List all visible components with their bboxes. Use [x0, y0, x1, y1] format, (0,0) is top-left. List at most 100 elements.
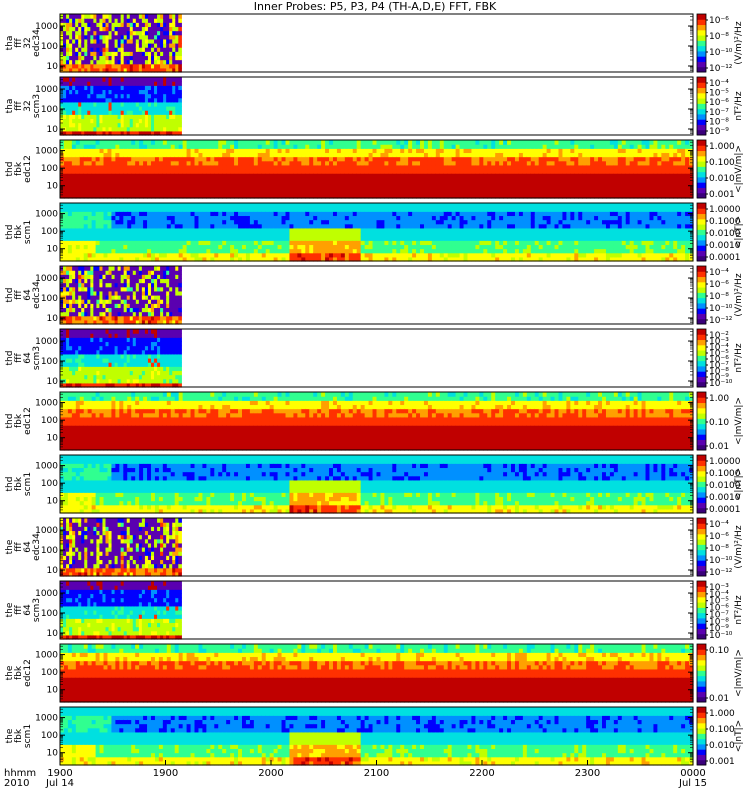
spectrogram-cell	[111, 203, 116, 208]
spectrogram-cell	[629, 156, 635, 162]
spectrogram-cell	[96, 22, 101, 28]
spectrogram-cell	[222, 160, 227, 166]
spectrogram-cell	[114, 55, 119, 61]
spectrogram-cell	[67, 256, 73, 262]
spectrogram-cell	[166, 227, 172, 233]
spectrogram-cell	[67, 164, 73, 170]
spectrogram-cell	[115, 232, 120, 237]
spectrogram-cell	[75, 256, 81, 262]
spectrogram-cell	[186, 185, 192, 191]
spectrogram-cell	[277, 173, 283, 178]
spectrogram-cell	[160, 122, 164, 128]
spectrogram-cell	[123, 148, 128, 154]
spectrogram-cell	[190, 152, 196, 158]
spectrogram-cell	[313, 152, 318, 158]
spectrogram-cell	[269, 164, 275, 170]
spectrogram-cell	[503, 144, 508, 149]
spectrogram-cell	[141, 89, 146, 95]
spectrogram-cell	[117, 77, 122, 82]
spectrogram-cell	[281, 248, 287, 254]
spectrogram-cell	[491, 164, 496, 170]
spectrogram-cell	[443, 252, 449, 258]
spectrogram-cell	[530, 173, 536, 178]
spectrogram-cell	[372, 236, 378, 241]
spectrogram-cell	[321, 181, 326, 187]
spectrogram-cell	[60, 164, 65, 170]
spectrogram-cell	[388, 244, 393, 250]
spectrogram-cell	[261, 207, 267, 212]
spectrogram-cell	[230, 207, 235, 212]
spectrogram-cell	[75, 89, 79, 95]
spectrogram-cell	[325, 181, 330, 187]
spectrogram-cell	[352, 232, 358, 237]
spectrogram-cell	[234, 207, 239, 212]
spectrogram-cell	[637, 164, 643, 170]
spectrogram-cell	[147, 55, 152, 61]
spectrogram-cell	[416, 173, 421, 178]
spectrogram-cell	[230, 185, 235, 191]
spectrogram-cell	[309, 160, 314, 166]
spectrogram-cell	[408, 160, 413, 166]
spectrogram-cell	[202, 185, 207, 191]
spectrogram-cell	[325, 148, 330, 154]
spectrogram-cell	[321, 169, 326, 174]
spectrogram-cell	[81, 106, 85, 111]
spectrogram-cell	[114, 93, 119, 99]
spectrogram-cell	[435, 223, 441, 229]
spectrogram-cell	[69, 77, 73, 82]
spectrogram-cell	[305, 252, 310, 258]
spectrogram-cell	[123, 47, 128, 52]
spectrogram-cell	[293, 193, 298, 199]
spectrogram-cell	[364, 203, 370, 208]
spectrogram-cell	[380, 193, 386, 199]
spectrogram-cell	[60, 106, 64, 111]
spectrogram-cell	[135, 67, 140, 73]
spectrogram-cell	[103, 152, 109, 158]
spectrogram-cell	[261, 140, 267, 145]
spectrogram-cell	[103, 227, 109, 233]
spectrogram-cell	[475, 181, 480, 187]
spectrogram-cell	[123, 177, 128, 183]
spectrogram-cell	[186, 193, 192, 199]
spectrogram-cell	[103, 207, 109, 212]
spectrogram-cell	[131, 193, 136, 199]
spectrogram-cell	[392, 140, 397, 145]
spectrogram-cell	[91, 207, 97, 212]
spectrogram-cell	[175, 18, 179, 23]
spectrogram-cell	[629, 193, 635, 199]
spectrogram-cell	[594, 140, 599, 145]
spectrogram-cell	[384, 152, 389, 158]
spectrogram-cell	[447, 152, 453, 158]
spectrogram-cell	[277, 248, 283, 254]
spectrogram-cell	[129, 97, 134, 103]
spectrogram-cell	[166, 38, 170, 44]
spectrogram-cell	[380, 160, 386, 166]
spectrogram-cell	[119, 215, 124, 221]
spectrogram-cell	[412, 223, 417, 229]
spectrogram-cell	[685, 160, 690, 166]
spectrogram-cell	[91, 140, 97, 145]
spectrogram-cell	[404, 232, 409, 237]
spectrogram-cell	[222, 211, 227, 217]
spectrogram-cell	[123, 173, 128, 178]
spectrogram-cell	[396, 177, 401, 183]
spectrogram-cell	[479, 173, 484, 178]
spectrogram-cell	[150, 252, 156, 258]
spectrogram-cell	[99, 43, 104, 48]
spectrogram-cell	[66, 43, 70, 48]
spectrogram-cell	[677, 169, 682, 174]
spectrogram-cell	[96, 106, 101, 111]
spectrogram-cell	[214, 256, 219, 262]
spectrogram-cell	[518, 173, 524, 178]
spectrogram-cell	[285, 207, 291, 212]
spectrogram-cell	[96, 47, 101, 52]
spectrogram-cell	[230, 215, 235, 221]
spectrogram-cell	[150, 97, 155, 103]
spectrogram-cell	[364, 232, 370, 237]
spectrogram-cell	[60, 18, 64, 23]
spectrogram-cell	[126, 122, 131, 128]
spectrogram-cell	[388, 252, 393, 258]
spectrogram-cell	[79, 173, 85, 178]
spectrogram-cell	[241, 193, 247, 199]
spectrogram-cell	[400, 252, 405, 258]
